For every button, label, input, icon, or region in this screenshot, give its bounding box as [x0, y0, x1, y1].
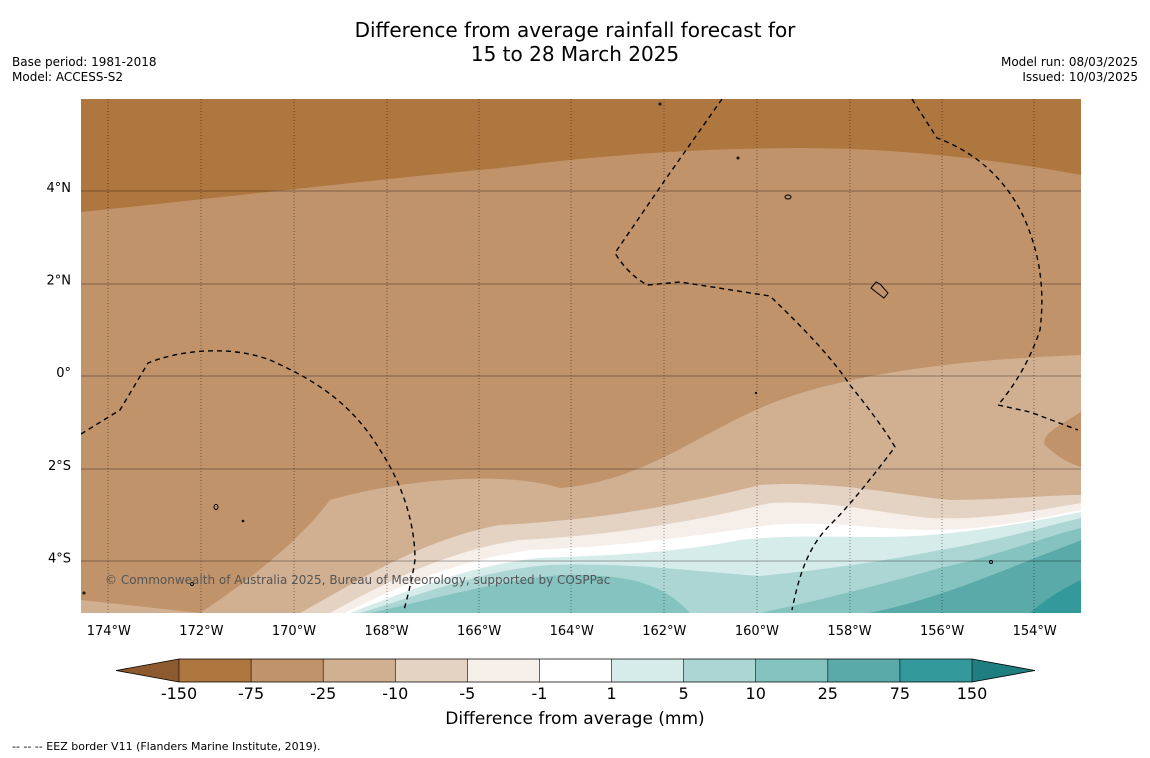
colorbar-segment [395, 659, 468, 682]
colorbar-segment [539, 659, 613, 682]
colorbar-segment [611, 659, 685, 682]
lon-tick-label: 164°W [550, 624, 594, 639]
colorbar-segment [251, 659, 324, 682]
colorbar-tick-label: 5 [679, 684, 689, 703]
lat-tick-label: 4°S [48, 551, 71, 566]
chart-title: Difference from average rainfall forecas… [0, 18, 1150, 66]
colorbar-segment [323, 659, 396, 682]
lon-tick-label: 160°W [735, 624, 779, 639]
islands [82, 102, 993, 595]
lon-tick-label: 166°W [457, 624, 501, 639]
copyright-text: © Commonwealth of Australia 2025, Bureau… [105, 573, 610, 587]
map-figure: © Commonwealth of Australia 2025, Bureau… [47, 99, 1081, 703]
longitude-tick-labels: 174°W 172°W 170°W 168°W 166°W 164°W 162°W 160°W… [87, 624, 1057, 639]
colorbar-segment [683, 659, 757, 682]
colorbar-tick-label: 75 [890, 684, 910, 703]
meta-left: Base period: 1981-2018 Model: ACCESS-S2 [12, 55, 157, 85]
colorbar-segment [827, 659, 901, 682]
meta-right: Model run: 08/03/2025 Issued: 10/03/2025 [1001, 55, 1138, 85]
lon-tick-label: 168°W [364, 624, 408, 639]
lat-tick-label: 0° [56, 366, 71, 381]
rainfall-anomaly-field: © Commonwealth of Australia 2025, Bureau… [81, 99, 1081, 613]
lon-tick-label: 170°W [272, 624, 316, 639]
base-period-text: Base period: 1981-2018 [12, 55, 157, 69]
colorbar-tick-label: 1 [606, 684, 616, 703]
colorbar-segment [179, 659, 252, 682]
colorbar-extend-low [116, 659, 179, 682]
model-text: Model: ACCESS-S2 [12, 70, 124, 84]
colorbar-tick-label: -5 [459, 684, 475, 703]
model-run-text: Model run: 08/03/2025 [1000, 55, 1138, 69]
lat-tick-label: 2°S [48, 459, 71, 474]
title-line-1: Difference from average rainfall forecas… [354, 18, 796, 42]
lat-tick-label: 4°N [47, 181, 72, 196]
colorbar-label: Difference from average (mm) [445, 709, 705, 729]
colorbar-tick-label: 10 [746, 684, 766, 703]
lat-tick-label: 2°N [47, 274, 72, 289]
colorbar-segment [755, 659, 829, 682]
colorbar-extend-high [972, 659, 1035, 682]
colorbar-tick-label: -25 [310, 684, 336, 703]
colorbar-segment [899, 659, 973, 682]
colorbar-tick-label: 25 [818, 684, 838, 703]
colorbar: -150 -75 -25 -10 -5 -1 1 5 10 25 75 150 [115, 658, 1036, 703]
colorbar-tick-label: -75 [238, 684, 264, 703]
issued-text: Issued: 10/03/2025 [1022, 70, 1138, 84]
lon-tick-label: 158°W [827, 624, 871, 639]
colorbar-tick-label: 150 [957, 684, 988, 703]
lon-tick-label: 162°W [642, 624, 686, 639]
lon-tick-label: 154°W [1013, 624, 1057, 639]
colorbar-tick-label: -10 [382, 684, 408, 703]
eez-borders [81, 99, 1079, 611]
latitude-tick-labels: 4°N 2°N 0° 2°S 4°S [47, 181, 72, 566]
colorbar-tick-label: -150 [161, 684, 197, 703]
colorbar-segment [467, 659, 540, 682]
lon-tick-label: 172°W [179, 624, 223, 639]
lon-tick-label: 156°W [920, 624, 964, 639]
lon-tick-label: 174°W [87, 624, 131, 639]
eez-footnote: -- -- -- EEZ border V11 (Flanders Marine… [12, 740, 321, 753]
graticule [81, 190, 1081, 562]
title-line-2: 15 to 28 March 2025 [470, 42, 680, 66]
colorbar-tick-label: -1 [531, 684, 547, 703]
